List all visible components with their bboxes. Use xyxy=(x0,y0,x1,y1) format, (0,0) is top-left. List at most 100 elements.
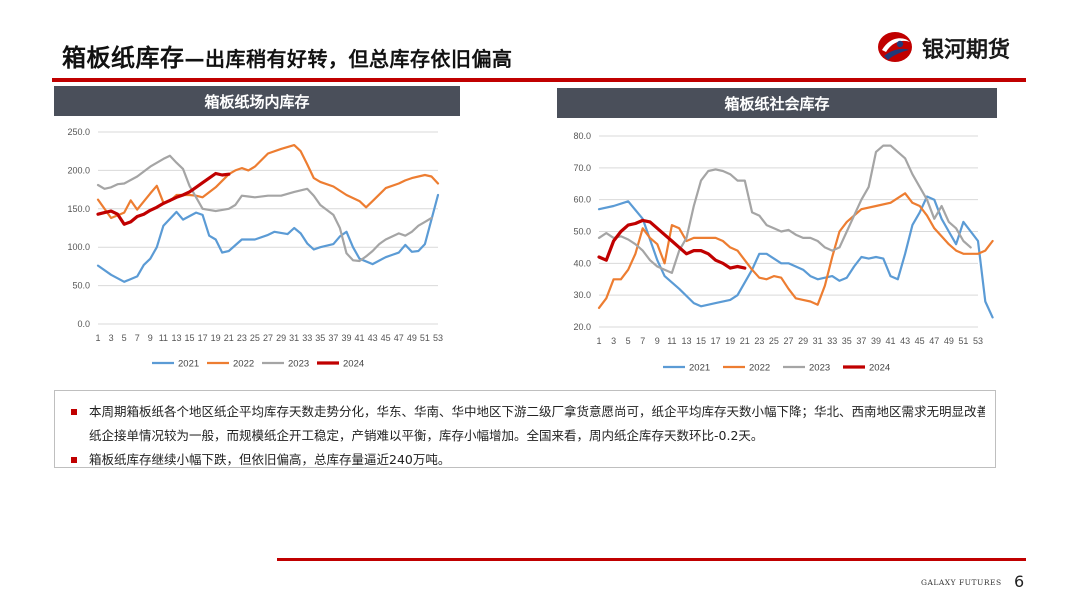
series-line-2023 xyxy=(96,154,433,263)
x-tick-label: 27 xyxy=(263,333,273,343)
x-tick-label: 27 xyxy=(783,336,793,346)
x-tick-label: 13 xyxy=(171,333,181,343)
x-tick-label: 21 xyxy=(224,333,234,343)
legend-label-2021: 2021 xyxy=(178,359,199,370)
series-line-2022 xyxy=(96,144,440,220)
x-tick-label: 45 xyxy=(915,336,925,346)
x-tick-label: 11 xyxy=(159,333,168,343)
x-tick-label: 21 xyxy=(740,336,750,346)
y-tick-label: 80.0 xyxy=(573,131,591,141)
x-tick-label: 49 xyxy=(407,333,417,343)
x-tick-label: 45 xyxy=(381,333,391,343)
page-title-subtitle: —出库稍有好转，但总库存依旧偏高 xyxy=(184,47,513,71)
x-tick-label: 19 xyxy=(211,333,221,343)
page-title: 箱板纸库存—出库稍有好转，但总库存依旧偏高 xyxy=(62,38,513,73)
legend-label-2022: 2022 xyxy=(749,363,770,374)
note-text: 本周期箱板纸各个地区纸企平均库存天数走势分化，华东、华南、华中地区下游二级厂拿货… xyxy=(89,404,985,419)
x-tick-label: 1 xyxy=(95,333,100,343)
page-number: 6 xyxy=(1014,572,1025,591)
commentary-box: 本周期箱板纸各个地区纸企平均库存天数走势分化，华东、华南、华中地区下游二级厂拿货… xyxy=(54,390,996,468)
x-tick-label: 31 xyxy=(813,336,823,346)
x-tick-label: 39 xyxy=(871,336,881,346)
y-tick-label: 200.0 xyxy=(67,165,90,175)
note-text: 纸企接单情况较为一般，而规模纸企开工稳定，产销难以平衡，库存小幅增加。全国来看，… xyxy=(89,428,764,443)
legend-label-2024: 2024 xyxy=(869,363,890,374)
footer-rule xyxy=(277,558,1026,561)
x-tick-label: 17 xyxy=(198,333,208,343)
x-tick-label: 5 xyxy=(626,336,631,346)
chart-right-plot: 20.030.040.050.060.070.080.01 3 5 7 9 11 13 15 1… xyxy=(573,131,994,374)
y-tick-label: 20.0 xyxy=(573,322,591,332)
y-tick-label: 40.0 xyxy=(573,258,591,268)
series-line-2024 xyxy=(597,218,747,270)
note-item-1-continued: 纸企接单情况较为一般，而规模纸企开工稳定，产销难以平衡，库存小幅增加。全国来看，… xyxy=(65,424,985,448)
x-tick-label: 29 xyxy=(798,336,808,346)
x-tick-label: 33 xyxy=(302,333,312,343)
x-tick-label: 29 xyxy=(276,333,286,343)
y-tick-label: 250.0 xyxy=(67,127,90,137)
logo-text: 银河期货 xyxy=(922,38,1011,63)
page-title-main: 箱板纸库存 xyxy=(62,44,185,72)
x-tick-label: 41 xyxy=(355,333,365,343)
y-tick-label: 60.0 xyxy=(573,195,591,205)
legend-label-2021: 2021 xyxy=(689,363,710,374)
x-tick-label: 43 xyxy=(900,336,910,346)
x-tick-label: 3 xyxy=(109,333,114,343)
x-tick-label: 49 xyxy=(944,336,954,346)
x-tick-label: 47 xyxy=(394,333,404,343)
x-tick-label: 9 xyxy=(655,336,660,346)
x-tick-label: 15 xyxy=(185,333,195,343)
series-line-2021 xyxy=(96,193,440,283)
x-tick-label: 53 xyxy=(973,336,983,346)
x-tick-label: 9 xyxy=(148,333,153,343)
x-tick-label: 35 xyxy=(842,336,852,346)
x-tick-label: 37 xyxy=(856,336,866,346)
series-line-2024 xyxy=(96,171,231,226)
x-tick-label: 3 xyxy=(611,336,616,346)
x-tick-label: 25 xyxy=(769,336,779,346)
x-tick-label: 53 xyxy=(433,333,443,343)
x-tick-label: 1 xyxy=(596,336,601,346)
x-tick-label: 31 xyxy=(289,333,299,343)
x-tick-label: 7 xyxy=(640,336,645,346)
legend-label-2022: 2022 xyxy=(233,359,254,370)
note-text: 箱板纸库存继续小幅下跌，但依旧偏高，总库存量逼近240万吨。 xyxy=(89,452,451,467)
y-tick-label: 30.0 xyxy=(573,290,591,300)
bullet-icon xyxy=(71,457,77,463)
y-tick-label: 50.0 xyxy=(573,227,591,237)
x-tick-label: 13 xyxy=(681,336,691,346)
series-line-2021 xyxy=(597,195,994,319)
x-tick-label: 41 xyxy=(886,336,896,346)
y-tick-label: 70.0 xyxy=(573,163,591,173)
x-tick-label: 47 xyxy=(929,336,939,346)
x-tick-label: 19 xyxy=(725,336,735,346)
x-tick-label: 5 xyxy=(122,333,127,343)
note-item-1: 本周期箱板纸各个地区纸企平均库存天数走势分化，华东、华南、华中地区下游二级厂拿货… xyxy=(65,400,985,424)
x-tick-label: 33 xyxy=(827,336,837,346)
x-tick-label: 23 xyxy=(237,333,247,343)
footer-brand: GALAXY FUTURES xyxy=(921,578,1002,587)
chart-left-title: 箱板纸场内库存 xyxy=(54,86,460,116)
x-tick-label: 35 xyxy=(315,333,325,343)
y-tick-label: 0.0 xyxy=(77,319,90,329)
x-tick-label: 39 xyxy=(341,333,351,343)
x-tick-label: 23 xyxy=(754,336,764,346)
x-tick-label: 17 xyxy=(711,336,721,346)
y-tick-label: 150.0 xyxy=(67,204,90,214)
y-tick-label: 50.0 xyxy=(72,281,90,291)
company-logo: 银河期货 xyxy=(876,30,1036,64)
note-item-2: 箱板纸库存继续小幅下跌，但依旧偏高，总库存量逼近240万吨。 xyxy=(65,448,985,472)
legend-label-2023: 2023 xyxy=(288,359,309,370)
x-tick-label: 51 xyxy=(958,336,968,346)
x-tick-label: 11 xyxy=(667,336,676,346)
x-tick-label: 43 xyxy=(368,333,378,343)
series-line-2023 xyxy=(597,144,972,274)
x-tick-label: 51 xyxy=(420,333,430,343)
chart-right-title: 箱板纸社会库存 xyxy=(557,88,997,118)
x-tick-label: 37 xyxy=(328,333,338,343)
legend-label-2023: 2023 xyxy=(809,363,830,374)
y-tick-label: 100.0 xyxy=(67,242,90,252)
legend-label-2024: 2024 xyxy=(343,359,364,370)
x-tick-label: 15 xyxy=(696,336,706,346)
